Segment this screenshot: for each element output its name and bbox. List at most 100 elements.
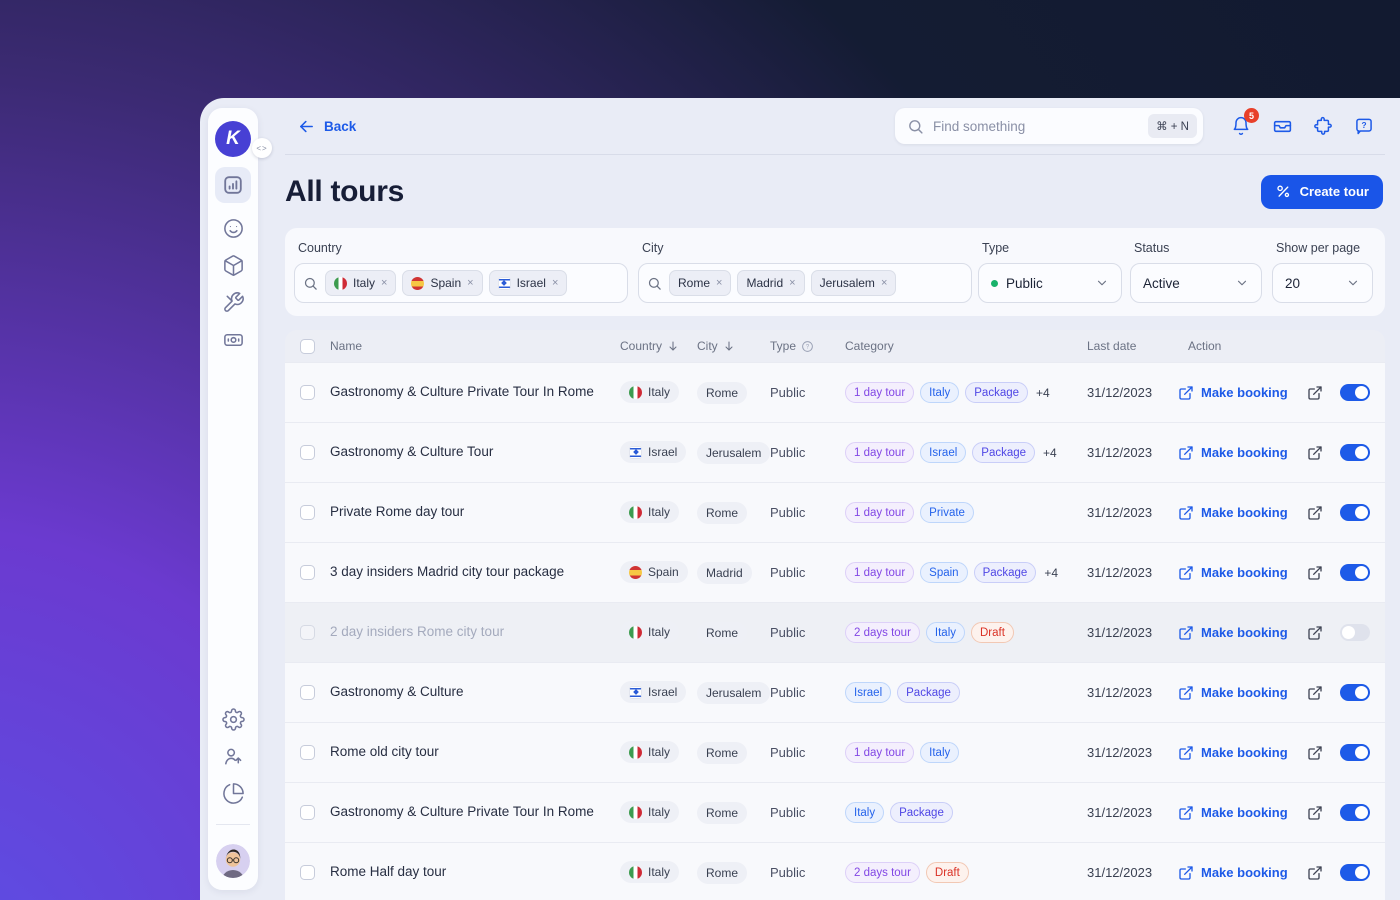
svg-text:?: ? — [1361, 120, 1366, 130]
sidebar-item-tools[interactable] — [221, 290, 245, 314]
settings-icon[interactable] — [221, 707, 245, 731]
category-tag: 1 day tour — [845, 382, 915, 403]
column-header-country[interactable]: Country — [620, 339, 697, 353]
create-tour-button[interactable]: Create tour — [1260, 174, 1383, 209]
sidebar-item-products[interactable] — [221, 253, 245, 277]
row-checkbox[interactable] — [300, 805, 315, 820]
open-tour-button[interactable] — [1306, 444, 1324, 462]
country-chip[interactable]: Israel × — [488, 270, 568, 296]
global-search-input[interactable]: Find something ⌘ + N — [895, 108, 1203, 144]
sidebar-collapse-button[interactable]: <> — [252, 138, 272, 158]
remove-chip-icon[interactable]: × — [789, 277, 796, 289]
column-header-last-date[interactable]: Last date — [1087, 339, 1137, 353]
user-avatar[interactable] — [216, 844, 250, 878]
more-tags-count[interactable]: +4 — [1043, 445, 1057, 460]
open-tour-button[interactable] — [1306, 684, 1324, 702]
row-checkbox[interactable] — [300, 505, 315, 520]
row-checkbox[interactable] — [300, 445, 315, 460]
open-tour-button[interactable] — [1306, 744, 1324, 762]
sidebar-item-payouts[interactable] — [221, 327, 245, 351]
city-chip[interactable]: Jerusalem × — [810, 270, 897, 296]
sort-desc-icon — [725, 341, 733, 351]
back-button[interactable]: Back — [298, 118, 356, 135]
more-tags-count[interactable]: +4 — [1036, 385, 1050, 400]
category-tag: Package — [965, 382, 1029, 403]
column-header-name[interactable]: Name — [330, 339, 363, 353]
per-page-value: 20 — [1285, 275, 1301, 291]
city-filter-input[interactable]: Rome × Madrid × Jerusalem × — [638, 263, 972, 303]
category-tag: 2 days tour — [845, 862, 920, 883]
help-button[interactable]: ? — [1353, 115, 1375, 137]
open-tour-button[interactable] — [1306, 804, 1324, 822]
make-booking-link[interactable]: Make booking — [1178, 565, 1288, 581]
row-checkbox[interactable] — [300, 745, 315, 760]
more-tags-count[interactable]: +4 — [1044, 565, 1059, 580]
make-booking-link[interactable]: Make booking — [1178, 385, 1288, 401]
row-checkbox[interactable] — [300, 565, 315, 580]
active-toggle[interactable] — [1340, 624, 1370, 641]
open-tour-button[interactable] — [1306, 504, 1324, 522]
make-booking-link[interactable]: Make booking — [1178, 865, 1288, 881]
app-logo[interactable]: K — [215, 121, 251, 157]
category-tag: 1 day tour — [845, 442, 915, 463]
per-page-select[interactable]: 20 — [1272, 263, 1373, 303]
row-checkbox[interactable] — [300, 385, 315, 400]
integrations-button[interactable] — [1312, 115, 1334, 137]
active-toggle[interactable] — [1340, 444, 1370, 461]
remove-chip-icon[interactable]: × — [880, 277, 888, 289]
category-tag: Private — [920, 502, 974, 523]
table-header: Name Country City Type ? Category — [285, 330, 1385, 362]
public-status-dot — [991, 279, 998, 287]
sidebar-item-analytics[interactable] — [215, 167, 251, 203]
remove-chip-icon[interactable]: × — [467, 277, 474, 289]
type-filter-select[interactable]: Public — [978, 263, 1122, 303]
active-toggle[interactable] — [1340, 564, 1370, 581]
column-header-city[interactable]: City — [697, 339, 770, 353]
active-toggle[interactable] — [1340, 504, 1370, 521]
column-header-type[interactable]: Type ? — [770, 339, 845, 353]
make-booking-link[interactable]: Make booking — [1178, 745, 1288, 761]
sidebar-nav — [215, 167, 251, 351]
make-booking-link[interactable]: Make booking — [1178, 625, 1288, 641]
remove-chip-icon[interactable]: × — [716, 277, 723, 289]
active-toggle[interactable] — [1340, 804, 1370, 821]
table-row: Gastronomy & Culture Israel Jerusalem Pu… — [285, 662, 1385, 722]
open-tour-button[interactable] — [1306, 564, 1324, 582]
make-booking-link[interactable]: Make booking — [1178, 805, 1288, 821]
reports-icon[interactable] — [221, 781, 245, 805]
make-booking-link[interactable]: Make booking — [1178, 505, 1288, 521]
active-toggle[interactable] — [1340, 684, 1370, 701]
filter-country: Country Italy × Spain × Israel × — [294, 239, 628, 316]
remove-chip-icon[interactable]: × — [551, 277, 559, 289]
select-all-checkbox[interactable] — [300, 338, 315, 354]
active-toggle[interactable] — [1340, 744, 1370, 761]
city-chip[interactable]: Rome × — [669, 270, 732, 296]
open-tour-button[interactable] — [1306, 624, 1324, 642]
sidebar-item-mood[interactable] — [221, 216, 245, 240]
country-filter-input[interactable]: Italy × Spain × Israel × — [294, 263, 628, 303]
notifications-button[interactable]: 5 — [1230, 108, 1259, 137]
country-chip[interactable]: Italy × — [325, 270, 397, 296]
israel-flag-icon — [497, 276, 511, 290]
make-booking-link[interactable]: Make booking — [1178, 445, 1288, 461]
active-toggle[interactable] — [1340, 864, 1370, 881]
row-checkbox[interactable] — [300, 685, 315, 700]
italy-flag-icon — [629, 805, 642, 819]
open-tour-button[interactable] — [1306, 384, 1324, 402]
invite-user-icon[interactable] — [221, 744, 245, 768]
inbox-button[interactable] — [1271, 115, 1293, 137]
active-toggle[interactable] — [1340, 384, 1370, 401]
status-filter-select[interactable]: Active — [1130, 263, 1262, 303]
city-cell: Madrid — [697, 561, 752, 584]
column-header-category[interactable]: Category — [845, 339, 894, 353]
city-chip[interactable]: Madrid × — [737, 270, 805, 296]
open-tour-button[interactable] — [1306, 864, 1324, 882]
type-cell: Public — [770, 684, 806, 700]
remove-chip-icon[interactable]: × — [381, 277, 388, 289]
country-chip[interactable]: Spain × — [402, 270, 483, 296]
row-checkbox[interactable] — [300, 865, 315, 880]
row-checkbox[interactable] — [300, 625, 315, 640]
make-booking-link[interactable]: Make booking — [1178, 685, 1288, 701]
route-icon — [1275, 183, 1292, 200]
external-link-icon — [1308, 865, 1322, 880]
